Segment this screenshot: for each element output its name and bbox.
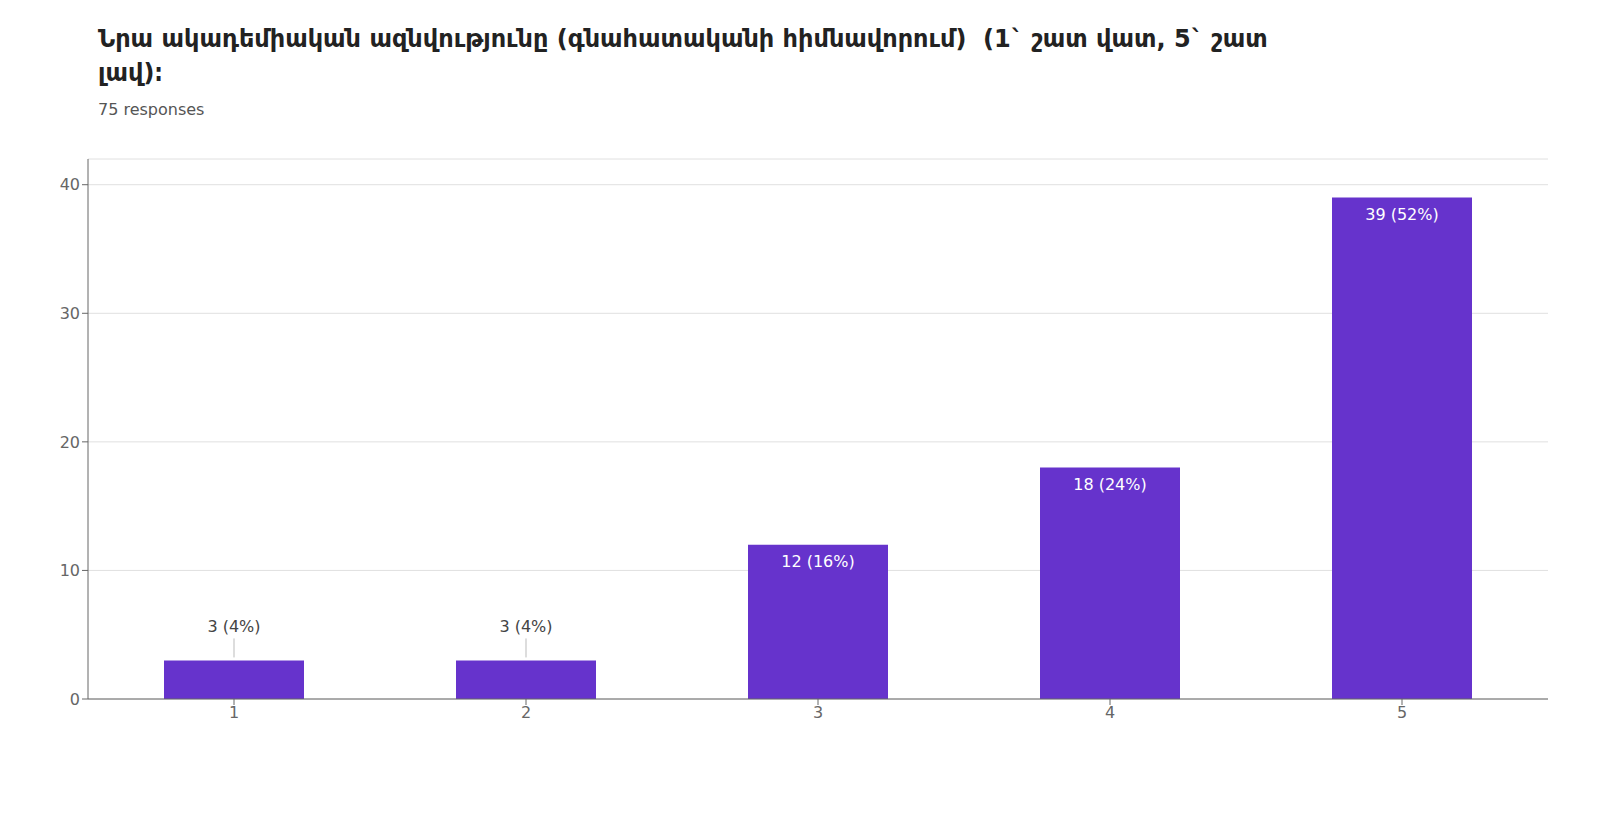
svg-text:1: 1 <box>229 703 239 722</box>
svg-text:3 (4%): 3 (4%) <box>499 617 552 636</box>
svg-text:0: 0 <box>70 690 80 709</box>
html-text:լավ)։: լավ)։ <box>98 59 163 87</box>
svg-text:5: 5 <box>1397 703 1407 722</box>
svg-text:39 (52%): 39 (52%) <box>1365 205 1439 224</box>
svg-text:18 (24%): 18 (24%) <box>1073 475 1147 494</box>
svg-text:40: 40 <box>60 175 80 194</box>
svg-text:3: 3 <box>813 703 823 722</box>
svg-text:4: 4 <box>1105 703 1115 722</box>
svg-text:30: 30 <box>60 304 80 323</box>
svg-text:3 (4%): 3 (4%) <box>207 617 260 636</box>
svg-text:20: 20 <box>60 433 80 452</box>
html-text:75 responses: 75 responses <box>98 100 205 119</box>
html-text:Նրա ակադեմիական ազնվությունը (: Նրա ակադեմիական ազնվությունը (գնահատական… <box>98 25 1268 53</box>
svg-text:2: 2 <box>521 703 531 722</box>
svg-text:12 (16%): 12 (16%) <box>781 552 855 571</box>
svg-text:10: 10 <box>60 561 80 580</box>
